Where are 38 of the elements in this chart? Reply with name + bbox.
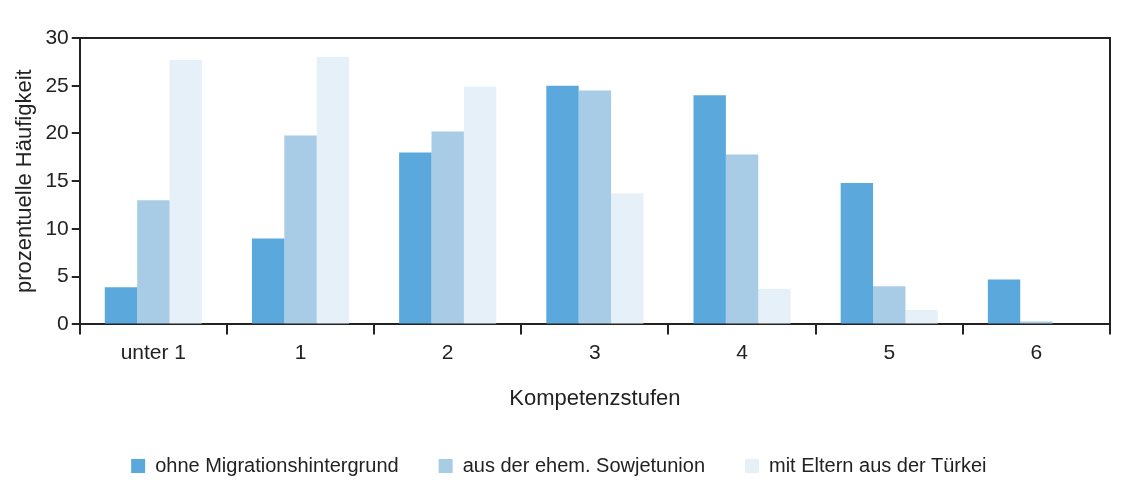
legend-label: ohne Migrationshintergrund xyxy=(155,453,399,476)
bar xyxy=(169,59,202,324)
bar xyxy=(758,289,791,324)
bar xyxy=(546,85,579,324)
bar xyxy=(251,238,285,324)
x-axis-title: Kompetenzstufen xyxy=(509,384,681,410)
x-tick-label: 3 xyxy=(589,339,601,363)
bar xyxy=(316,57,350,324)
y-tick-label: 10 xyxy=(45,215,69,239)
bar xyxy=(873,286,906,324)
bar xyxy=(431,131,464,324)
legend-label: aus der ehem. Sowjetunion xyxy=(462,453,706,476)
y-tick-label: 20 xyxy=(45,120,69,144)
x-tick-label: 5 xyxy=(883,339,896,363)
bar xyxy=(987,279,1021,324)
y-tick-label: 15 xyxy=(45,168,69,191)
bar xyxy=(399,152,432,324)
x-tick-label: 2 xyxy=(441,339,454,363)
bar xyxy=(578,90,612,324)
x-tick-label: unter 1 xyxy=(120,339,187,363)
bar xyxy=(463,86,497,324)
x-tick-label: 4 xyxy=(736,339,749,363)
bar xyxy=(137,200,170,324)
x-tick-label: 6 xyxy=(1030,339,1043,363)
bar xyxy=(693,95,726,324)
bar xyxy=(284,135,317,324)
legend-label: mit Eltern aus der Türkei xyxy=(769,453,987,476)
y-tick-label: 30 xyxy=(45,24,69,48)
y-tick-label: 5 xyxy=(57,263,69,287)
bar xyxy=(905,310,938,324)
y-tick-label: 0 xyxy=(57,311,69,335)
bar xyxy=(104,287,138,324)
bar xyxy=(725,154,759,324)
y-axis-title: prozentuelle Häufigkeit xyxy=(11,69,37,294)
bar xyxy=(840,183,874,324)
bar xyxy=(611,193,644,324)
y-tick-label: 25 xyxy=(45,72,69,96)
x-tick-label: 1 xyxy=(294,339,307,363)
